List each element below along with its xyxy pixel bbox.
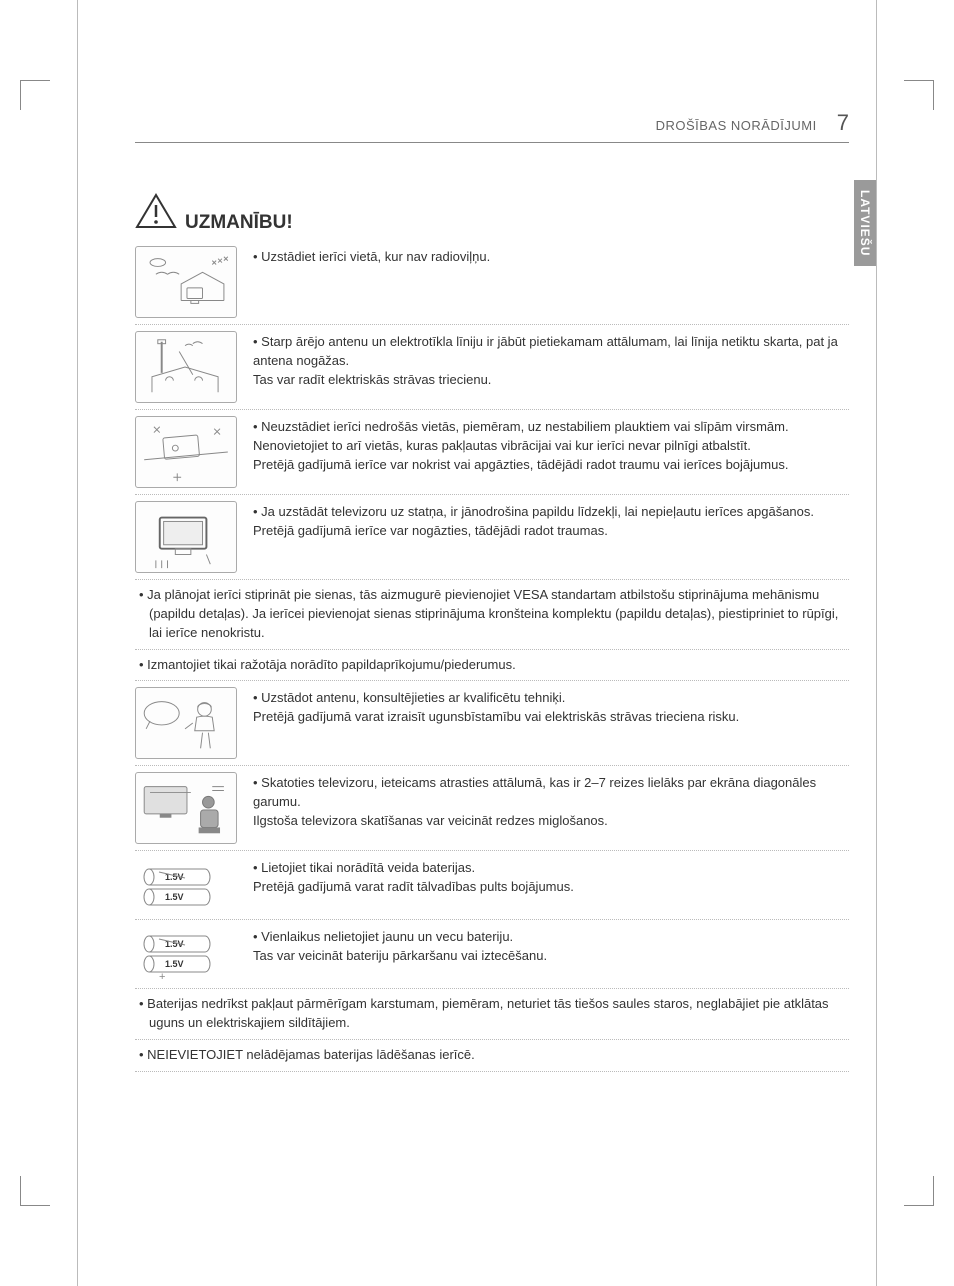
illustration-batteries-mixed: 1.5V 1.5V + — [135, 926, 237, 982]
illustration-technician — [135, 687, 237, 759]
safety-item: Izmantojiet tikai ražotāja norādīto papi… — [135, 650, 849, 682]
safety-item: Ja plānojat ierīci stiprināt pie sienas,… — [135, 580, 849, 650]
svg-text:+: + — [159, 971, 165, 982]
warning-title: UZMANĪBU! — [185, 212, 293, 234]
safety-item: Baterijas nedrīkst pakļaut pārmērīgam ka… — [135, 989, 849, 1040]
safety-text: Uzstādiet ierīci vietā, kur nav radioviļ… — [253, 246, 849, 318]
safety-item: Uzstādiet ierīci vietā, kur nav radioviļ… — [135, 240, 849, 325]
safety-text: Uzstādot antenu, konsultējieties ar kval… — [253, 687, 849, 759]
warning-header: UZMANĪBU! — [135, 193, 849, 234]
battery-label: 1.5V — [165, 959, 184, 969]
safety-text: Starp ārējo antenu un elektrotīkla līnij… — [253, 331, 849, 403]
safety-item: NEIEVIETOJIET nelādējamas baterijas lādē… — [135, 1040, 849, 1072]
page-number: 7 — [837, 110, 849, 136]
safety-item: 1.5V 1.5V Lietojiet tikai norādītā veida… — [135, 851, 849, 920]
illustration-unstable-shelf — [135, 416, 237, 488]
warning-icon — [135, 193, 177, 234]
section-title: DROŠĪBAS NORĀDĪJUMI — [656, 118, 817, 133]
illustration-tv-stand — [135, 501, 237, 573]
illustration-batteries: 1.5V 1.5V — [135, 857, 237, 913]
safety-text: Skatoties televizoru, ieteicams atrastie… — [253, 772, 849, 844]
safety-text: NEIEVIETOJIET nelādējamas baterijas lādē… — [137, 1046, 849, 1065]
safety-item: Uzstādot antenu, konsultējieties ar kval… — [135, 681, 849, 766]
battery-label: 1.5V — [165, 892, 184, 902]
page-content: DROŠĪBAS NORĀDĪJUMI 7 UZMANĪBU! — [135, 110, 849, 1072]
language-tab: LATVIEŠU — [854, 180, 876, 266]
safety-item: Ja uzstādāt televizoru uz statņa, ir jān… — [135, 495, 849, 580]
page-header: DROŠĪBAS NORĀDĪJUMI 7 — [135, 110, 849, 143]
illustration-viewing-distance — [135, 772, 237, 844]
illustration-radio-house — [135, 246, 237, 318]
safety-text: Baterijas nedrīkst pakļaut pārmērīgam ka… — [137, 995, 849, 1033]
safety-item: Neuzstādiet ierīci nedrošās vietās, piem… — [135, 410, 849, 495]
safety-item: Starp ārējo antenu un elektrotīkla līnij… — [135, 325, 849, 410]
illustration-antenna — [135, 331, 237, 403]
safety-text: Izmantojiet tikai ražotāja norādīto papi… — [137, 656, 849, 675]
safety-text: Neuzstādiet ierīci nedrošās vietās, piem… — [253, 416, 849, 488]
safety-text: Ja uzstādāt televizoru uz statņa, ir jān… — [253, 501, 849, 573]
safety-text: Lietojiet tikai norādītā veida baterijas… — [253, 857, 849, 913]
safety-item: Skatoties televizoru, ieteicams atrastie… — [135, 766, 849, 851]
safety-text: Ja plānojat ierīci stiprināt pie sienas,… — [137, 586, 849, 643]
safety-text: Vienlaikus nelietojiet jaunu un vecu bat… — [253, 926, 849, 982]
safety-item: 1.5V 1.5V + Vienlaikus nelietojiet jaunu… — [135, 920, 849, 989]
